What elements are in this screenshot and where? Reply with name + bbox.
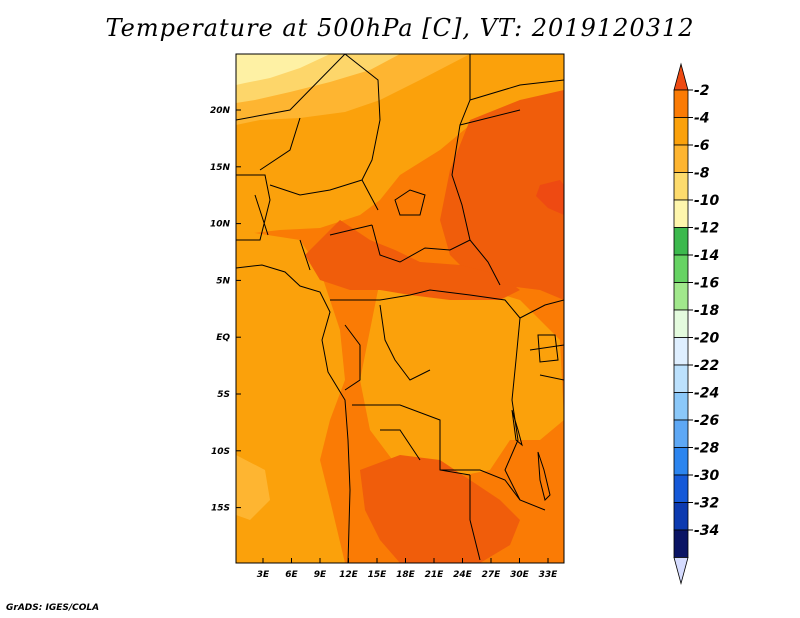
colorbar-segment [673, 529, 689, 558]
field-south-deep [360, 455, 520, 563]
colorbar-segment [673, 419, 689, 448]
grads-credit: GrADS: IGES/COLA [6, 603, 100, 613]
lat-tick-label: 10S [211, 447, 230, 457]
colorbar-segment [673, 199, 689, 228]
lon-tick-label: 9E [314, 570, 327, 580]
lon-tick-label: 27E [482, 570, 502, 580]
lat-tick-label: 20N [210, 106, 231, 116]
coastline [236, 264, 351, 563]
colorbar-label: -34 [694, 523, 719, 539]
lon-tick-label: 18E [396, 570, 416, 580]
lon-tick-label: 15E [368, 570, 388, 580]
colorbar-label: -18 [694, 303, 720, 319]
colorbar-segment [673, 447, 689, 476]
colorbar-label: -24 [694, 386, 719, 402]
colorbar: -2 -4 -6 -8 -10 -12 -14 -16 -18 -20 -22 -24 -26 -28 -3… [673, 62, 720, 586]
field-northeast-deep [440, 90, 564, 300]
colorbar-label: -22 [694, 358, 719, 374]
colorbar-segment [673, 337, 689, 366]
lon-tick-label: 21E [425, 570, 445, 580]
lat-tick-label: 5S [217, 390, 230, 400]
border-north [236, 54, 346, 171]
colorbar-segment [673, 227, 689, 256]
field-north-palest [236, 54, 330, 85]
colorbar-label: -2 [694, 83, 710, 99]
lat-tick-label: 15N [210, 163, 231, 173]
border-niger-chad [451, 54, 471, 241]
field-east-warm [360, 270, 564, 480]
colorbar-segment [673, 364, 689, 393]
lon-tick-label: 3E [257, 570, 270, 580]
colorbar-segment [673, 89, 689, 118]
field-central-deep [305, 220, 520, 300]
colorbar-segment [673, 144, 689, 173]
border-angola [352, 404, 471, 476]
border-zambia [440, 469, 546, 561]
temperature-field [236, 54, 564, 563]
lon-tick-label: 24E [453, 570, 473, 580]
colorbar-label: -12 [694, 221, 719, 237]
chart-title: Temperature at 500hPa [C], VT: 201912031… [105, 14, 695, 42]
lon-tick-label: 30E [510, 570, 530, 580]
colorbar-segment [673, 474, 689, 503]
colorbar-label: -28 [694, 441, 720, 457]
lon-tick-label: 6E [285, 570, 298, 580]
border-sudan [459, 79, 564, 126]
lake-victoria [537, 334, 559, 363]
colorbar-label: -32 [694, 496, 719, 512]
lat-tick-label: 15S [211, 504, 230, 514]
border-cameroon-car [371, 224, 501, 286]
colorbar-label: -8 [694, 166, 710, 182]
lon-tick-label: 12E [339, 570, 359, 580]
border-nigeria [269, 179, 373, 271]
border-west [236, 174, 271, 241]
colorbar-label: -16 [694, 276, 720, 292]
colorbar-label: -30 [694, 468, 720, 484]
colorbar-top-arrow [673, 62, 689, 91]
colorbar-label: -26 [694, 413, 720, 429]
border-mali-niger [344, 54, 381, 211]
colorbar-label: -20 [694, 331, 720, 347]
colorbar-segment [673, 309, 689, 338]
border-car-south [330, 289, 521, 319]
map-frame [235, 53, 565, 564]
field-west-light [236, 455, 270, 520]
lat-tick-label: EQ [216, 333, 230, 343]
lon-tick-label: 33E [539, 570, 559, 580]
colorbar-segment [673, 172, 689, 201]
colorbar-label: -4 [694, 111, 710, 127]
colorbar-label: -14 [694, 248, 719, 264]
colorbar-segment [673, 282, 689, 311]
border-congo [344, 304, 431, 391]
colorbar-segment [673, 392, 689, 421]
lake-chad [394, 189, 426, 216]
field-hot-spot [536, 180, 564, 215]
lat-tick-label: 5N [216, 276, 230, 286]
lake-tanganyika [511, 409, 523, 447]
colorbar-label: -6 [694, 138, 710, 154]
map-axes: 3E 6E 9E 12E 15E 18E 21E 24E 27E 30E 33E 20N 15N 10N 5… [210, 106, 558, 580]
colorbar-segment [673, 117, 689, 146]
colorbar-segment [673, 254, 689, 283]
lake-malawi [537, 451, 551, 501]
colorbar-label: -10 [694, 193, 720, 209]
border-east [519, 299, 564, 381]
lat-tick-label: 10N [210, 220, 231, 230]
country-borders [236, 54, 564, 563]
colorbar-segment [673, 502, 689, 531]
colorbar-bottom-arrow [673, 557, 689, 586]
